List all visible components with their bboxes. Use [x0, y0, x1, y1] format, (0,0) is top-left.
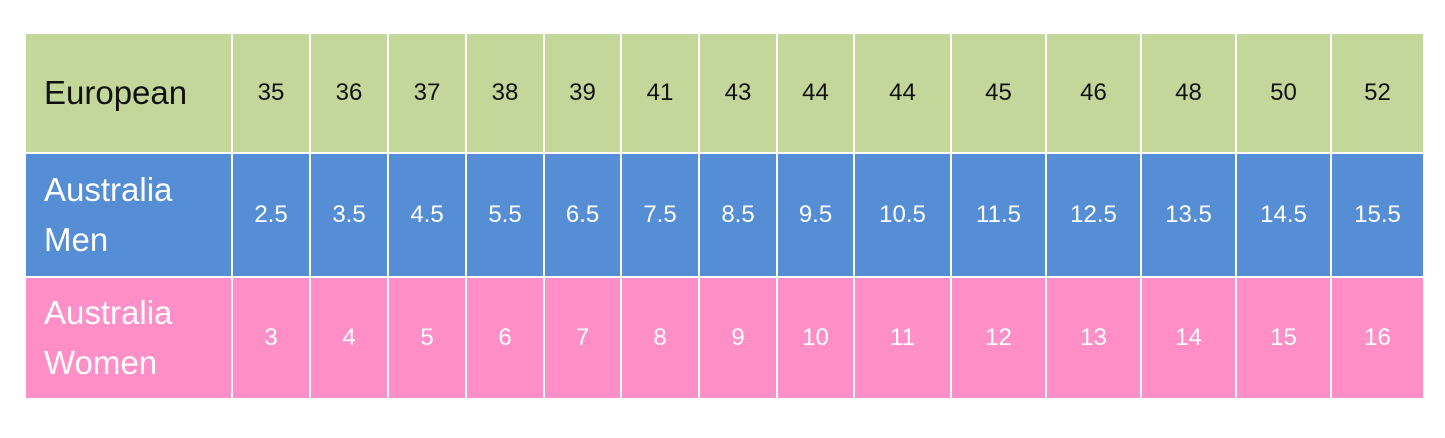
size-cell: 14.5 — [1237, 154, 1330, 276]
size-cell: 38 — [467, 34, 543, 152]
size-cell: 13.5 — [1142, 154, 1235, 276]
size-cell: 3 — [233, 278, 309, 398]
size-cell: 41 — [622, 34, 698, 152]
size-table: European 35 36 37 38 39 41 43 44 44 45 46 48 50 52 Aust… — [26, 34, 1423, 398]
size-cell: 37 — [389, 34, 465, 152]
size-cell: 5 — [389, 278, 465, 398]
size-cell: 11.5 — [952, 154, 1045, 276]
size-cell: 7.5 — [622, 154, 698, 276]
size-cell: 7 — [545, 278, 620, 398]
size-cell: 6.5 — [545, 154, 620, 276]
size-cell: 13 — [1047, 278, 1140, 398]
size-cell: 10.5 — [855, 154, 950, 276]
size-cell: 12 — [952, 278, 1045, 398]
size-cell: 46 — [1047, 34, 1140, 152]
size-cell: 43 — [700, 34, 776, 152]
size-cell: 8 — [622, 278, 698, 398]
size-cell: 3.5 — [311, 154, 387, 276]
size-cell: 11 — [855, 278, 950, 398]
size-cell: 48 — [1142, 34, 1235, 152]
row-label: European — [26, 34, 231, 152]
size-cell: 15.5 — [1332, 154, 1423, 276]
size-cell: 9 — [700, 278, 776, 398]
size-cell: 10 — [778, 278, 853, 398]
size-cell: 52 — [1332, 34, 1423, 152]
size-cell: 14 — [1142, 278, 1235, 398]
size-cell: 5.5 — [467, 154, 543, 276]
size-cell: 35 — [233, 34, 309, 152]
row-label: Australia Women — [26, 278, 231, 398]
row-label: Australia Men — [26, 154, 231, 276]
size-cell: 36 — [311, 34, 387, 152]
size-cell: 15 — [1237, 278, 1330, 398]
size-cell: 2.5 — [233, 154, 309, 276]
size-cell: 12.5 — [1047, 154, 1140, 276]
size-cell: 50 — [1237, 34, 1330, 152]
size-cell: 4 — [311, 278, 387, 398]
size-cell: 9.5 — [778, 154, 853, 276]
size-cell: 44 — [778, 34, 853, 152]
size-cell: 45 — [952, 34, 1045, 152]
size-cell: 16 — [1332, 278, 1423, 398]
size-cell: 8.5 — [700, 154, 776, 276]
size-cell: 44 — [855, 34, 950, 152]
size-cell: 4.5 — [389, 154, 465, 276]
size-cell: 39 — [545, 34, 620, 152]
size-cell: 6 — [467, 278, 543, 398]
